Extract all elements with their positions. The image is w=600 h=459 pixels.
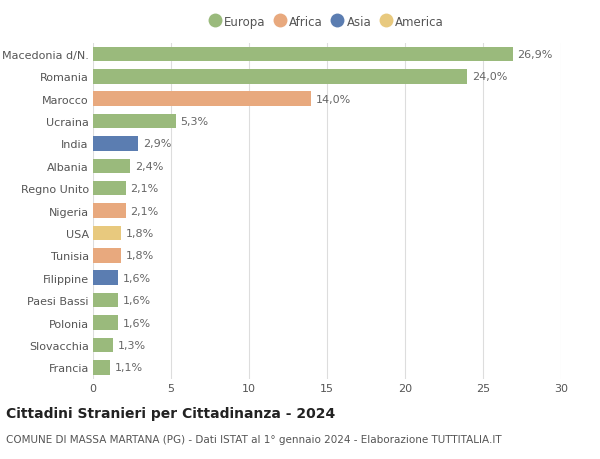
Text: 1,3%: 1,3% [118, 340, 146, 350]
Text: 14,0%: 14,0% [316, 95, 352, 105]
Text: 1,6%: 1,6% [122, 296, 151, 306]
Bar [93, 271, 118, 285]
Bar [93, 48, 512, 62]
Text: 26,9%: 26,9% [517, 50, 553, 60]
Text: Cittadini Stranieri per Cittadinanza - 2024: Cittadini Stranieri per Cittadinanza - 2… [6, 406, 335, 420]
Bar [93, 316, 118, 330]
Text: 5,3%: 5,3% [181, 117, 208, 127]
Text: 1,6%: 1,6% [122, 318, 151, 328]
Bar [93, 293, 118, 308]
Text: 1,8%: 1,8% [126, 229, 154, 239]
Text: 1,1%: 1,1% [115, 363, 143, 373]
Text: 1,8%: 1,8% [126, 251, 154, 261]
Text: 24,0%: 24,0% [472, 72, 508, 82]
Bar [93, 70, 467, 84]
Text: COMUNE DI MASSA MARTANA (PG) - Dati ISTAT al 1° gennaio 2024 - Elaborazione TUTT: COMUNE DI MASSA MARTANA (PG) - Dati ISTA… [6, 434, 502, 444]
Bar [93, 115, 176, 129]
Bar [93, 338, 113, 353]
Bar [93, 159, 130, 174]
Text: 2,1%: 2,1% [130, 206, 158, 216]
Bar [93, 249, 121, 263]
Text: 2,9%: 2,9% [143, 139, 171, 149]
Bar [93, 204, 126, 218]
Bar [93, 92, 311, 106]
Bar [93, 137, 138, 151]
Text: 2,4%: 2,4% [135, 162, 163, 172]
Text: 1,6%: 1,6% [122, 273, 151, 283]
Bar [93, 182, 126, 196]
Text: 2,1%: 2,1% [130, 184, 158, 194]
Bar [93, 226, 121, 241]
Bar [93, 360, 110, 375]
Legend: Europa, Africa, Asia, America: Europa, Africa, Asia, America [210, 16, 444, 29]
